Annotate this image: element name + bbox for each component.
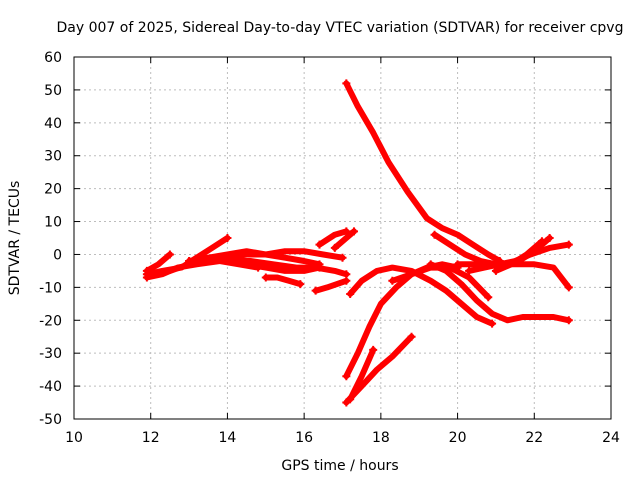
- y-tick-label: 40: [44, 116, 62, 132]
- series-arc-18: [389, 264, 492, 301]
- y-tick-label: 20: [44, 182, 62, 198]
- series-point-marker: [350, 227, 359, 236]
- x-tick-label: 16: [295, 430, 313, 446]
- series-arc-8: [262, 274, 304, 288]
- x-tick-label: 22: [525, 430, 543, 446]
- y-axis-label: SDTVAR / TECUs: [7, 181, 23, 296]
- y-tick-label: 30: [44, 149, 62, 165]
- series-arc-22: [492, 238, 545, 274]
- series-point-marker: [537, 237, 546, 246]
- y-tick-label: 60: [44, 50, 62, 66]
- series-arc-13: [427, 261, 572, 324]
- y-tick-label: -30: [39, 346, 62, 362]
- series-point-marker: [185, 257, 194, 266]
- x-tick-label: 24: [602, 430, 620, 446]
- series-point-marker: [342, 372, 351, 381]
- x-tick-label: 20: [449, 430, 467, 446]
- series-point-marker: [165, 250, 174, 259]
- series-point-marker: [342, 79, 351, 88]
- series-point-marker: [261, 273, 270, 282]
- series-arc-11: [316, 228, 350, 248]
- series-point-marker: [338, 253, 347, 262]
- y-tick-label: -40: [39, 379, 62, 395]
- x-tick-label: 18: [372, 430, 390, 446]
- series-point-marker: [564, 316, 573, 325]
- series-point-marker: [223, 234, 232, 242]
- x-tick-label: 10: [65, 430, 83, 446]
- series-point-marker: [453, 260, 462, 269]
- series-point-marker: [342, 276, 351, 285]
- series-arc-6: [224, 248, 346, 261]
- series-point-marker: [146, 270, 155, 279]
- series-point-marker: [488, 319, 497, 328]
- series-point-marker: [491, 266, 500, 275]
- series-point-marker: [346, 289, 355, 298]
- series-point-marker: [296, 280, 305, 289]
- ticks-layer: 10 12 14 16 18 20 22 24 60 50 40 30 20 10 0 -10 -20 -30 -4…: [39, 50, 620, 446]
- series-point-marker: [545, 234, 554, 242]
- series-arc-14: [347, 264, 496, 327]
- series-point-marker: [430, 230, 439, 239]
- series-point-marker: [330, 243, 339, 252]
- series-layer: [142, 79, 573, 407]
- x-tick-label: 14: [219, 430, 237, 446]
- series-point-marker: [407, 332, 416, 341]
- series-arc-12: [343, 80, 503, 264]
- x-axis-label: GPS time / hours: [281, 458, 398, 474]
- series-point-marker: [311, 286, 320, 295]
- series-point-marker: [315, 240, 324, 249]
- y-tick-label: 0: [53, 247, 62, 263]
- series-arc-9: [312, 277, 350, 294]
- plot-frame: [73, 56, 612, 420]
- y-tick-label: -50: [39, 412, 62, 428]
- series-point-marker: [564, 240, 573, 249]
- series-arc-7: [224, 258, 350, 278]
- series-arc-3: [143, 251, 173, 274]
- y-tick-label: 50: [44, 83, 62, 99]
- y-tick-label: -20: [39, 313, 62, 329]
- series-point-marker: [465, 266, 474, 275]
- series-point-marker: [342, 227, 351, 236]
- y-tick-label: 10: [44, 215, 62, 231]
- series-point-marker: [484, 293, 493, 302]
- y-tick-label: -10: [39, 280, 62, 296]
- chart-title: Day 007 of 2025, Sidereal Day-to-day VTE…: [57, 20, 624, 36]
- x-tick-label: 12: [142, 430, 160, 446]
- series-point-marker: [388, 276, 397, 285]
- series-point-marker: [346, 395, 355, 404]
- series-arc-10: [331, 228, 357, 251]
- series-point-marker: [564, 283, 573, 292]
- series-arc-17: [347, 346, 377, 403]
- series-point-marker: [223, 257, 232, 266]
- series-point-marker: [369, 345, 378, 354]
